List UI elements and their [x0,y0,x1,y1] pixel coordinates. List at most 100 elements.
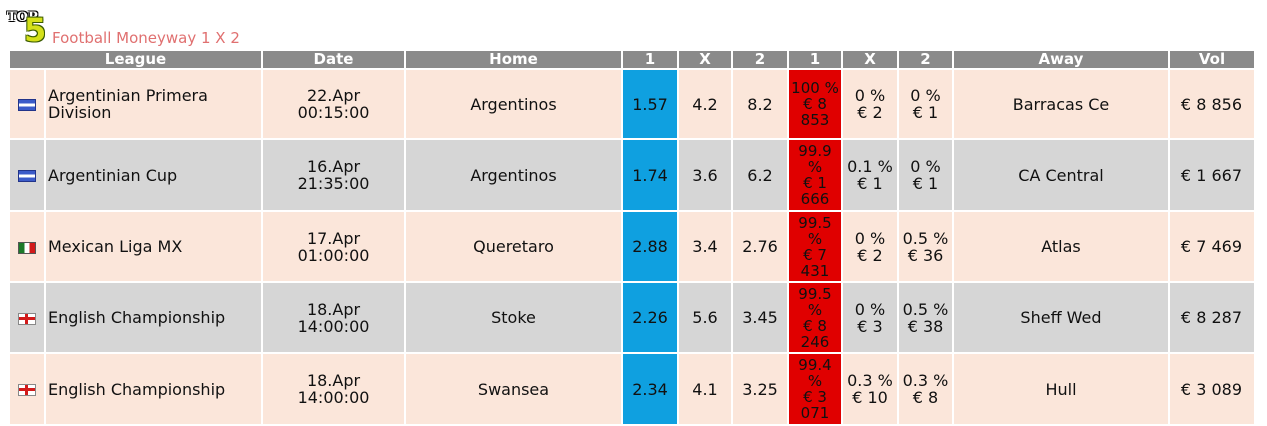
england-flag-icon [18,312,36,325]
odds-2-cell[interactable]: 3.25 [731,352,789,426]
money-2-cell: 0 % € 1 [897,138,954,212]
odds-1-cell[interactable]: 2.26 [621,281,679,354]
away-team-cell[interactable]: Sheff Wed [952,281,1170,354]
money-2-amount: € 36 [907,245,944,265]
date-text: 17.Apr [306,228,361,248]
col-header-away[interactable]: Away [952,49,1170,70]
table-header-row: League Date Home 1 X 2 1 X 2 Away Vol [8,49,1256,70]
odds-2-cell[interactable]: 3.45 [731,281,789,354]
time-text: 21:35:00 [297,174,370,193]
table-row[interactable]: Argentinian Cup 16.Apr 21:35:00 Argentinos 1… [8,138,1256,212]
money-x-percent: 0 % [854,228,886,248]
money-2-cell: 0.5 % € 38 [897,281,954,354]
logo-five-text: 5 [24,11,47,49]
money-x-amount: € 2 [857,103,883,122]
home-team-cell[interactable]: Swansea [404,352,623,426]
odds-2-cell[interactable]: 8.2 [731,68,789,140]
home-team-cell[interactable]: Argentinos [404,138,623,212]
money-x-amount: € 3 [857,316,883,336]
league-cell[interactable]: English Championship [44,352,263,426]
money-x-amount: € 2 [857,245,883,265]
money-x-cell: 0.1 % € 1 [841,138,899,212]
away-team-cell[interactable]: Hull [952,352,1170,426]
table-row[interactable]: English Championship 18.Apr 14:00:00 Swanse… [8,352,1256,426]
money-2-amount: € 38 [907,316,944,336]
col-header-date[interactable]: Date [261,49,406,70]
home-team-cell[interactable]: Queretaro [404,210,623,283]
date-cell: 17.Apr 01:00:00 [261,210,406,283]
odds-x-cell[interactable]: 5.6 [677,281,733,354]
league-cell[interactable]: Mexican Liga MX [44,210,263,283]
col-header-money-2[interactable]: 2 [897,49,954,70]
money-2-percent: 0 % [910,157,941,176]
money-2-percent: 0.5 % [902,299,949,319]
league-cell[interactable]: English Championship [44,281,263,354]
league-cell[interactable]: Argentinian Cup [44,138,263,212]
top5-logo: TOP 5 [7,8,49,48]
money-2-cell: 0.5 % € 36 [897,210,954,283]
volume-cell: € 1 667 [1168,138,1256,212]
table-row[interactable]: Argentinian Primera Division 22.Apr 00:15:… [8,68,1256,140]
volume-cell: € 3 089 [1168,352,1256,426]
home-team-cell[interactable]: Stoke [404,281,623,354]
money-2-cell: 0 % € 1 [897,68,954,140]
away-team-cell[interactable]: Atlas [952,210,1170,283]
date-text: 18.Apr [306,299,361,319]
flag-cell [8,210,46,283]
away-team-cell[interactable]: Barracas Ce [952,68,1170,140]
flag-cell [8,138,46,212]
col-header-money-1[interactable]: 1 [787,49,843,70]
table-row[interactable]: Mexican Liga MX 17.Apr 01:00:00 Queretaro 2.… [8,210,1256,283]
odds-1-cell[interactable]: 2.88 [621,210,679,283]
time-text: 14:00:00 [297,316,370,336]
league-cell[interactable]: Argentinian Primera Division [44,68,263,140]
time-text: 00:15:00 [297,103,370,122]
date-cell: 22.Apr 00:15:00 [261,68,406,140]
moneyway-table: League Date Home 1 X 2 1 X 2 Away Vol Ar… [8,49,1256,426]
money-1-cell: 99.9 % € 1 666 [787,138,843,212]
logo-top-text: TOP [7,10,38,25]
money-1-cell: 99.5 % € 8 246 [787,281,843,354]
volume-cell: € 8 287 [1168,281,1256,354]
flag-cell [8,352,46,426]
odds-1-cell[interactable]: 1.57 [621,68,679,140]
england-flag-icon [18,384,36,396]
col-header-odds-x[interactable]: X [677,49,733,70]
home-team-cell[interactable]: Argentinos [404,68,623,140]
money-2-amount: € 8 [912,388,939,407]
date-text: 18.Apr [306,371,361,390]
money-x-amount: € 1 [857,174,883,193]
money-2-percent: 0.3 % [902,371,949,390]
col-header-league[interactable]: League [8,49,263,70]
odds-2-cell[interactable]: 6.2 [731,138,789,212]
odds-2-cell[interactable]: 2.76 [731,210,789,283]
money-x-cell: 0 % € 3 [841,281,899,354]
col-header-home[interactable]: Home [404,49,623,70]
table-row[interactable]: English Championship 18.Apr 14:00:00 Stoke 2… [8,281,1256,354]
money-1-percent: 99.4 % [798,356,832,390]
flag-cell [8,281,46,354]
col-header-vol[interactable]: Vol [1168,49,1256,70]
col-header-odds-2[interactable]: 2 [731,49,789,70]
odds-1-cell[interactable]: 1.74 [621,138,679,212]
odds-x-cell[interactable]: 4.1 [677,352,733,426]
odds-1-cell[interactable]: 2.34 [621,352,679,426]
volume-cell: € 8 856 [1168,68,1256,140]
away-team-cell[interactable]: CA Central [952,138,1170,212]
odds-x-cell[interactable]: 3.4 [677,210,733,283]
money-x-percent: 0.3 % [847,371,893,390]
money-1-percent: 99.5 % [798,284,832,319]
col-header-money-x[interactable]: X [841,49,899,70]
odds-x-cell[interactable]: 3.6 [677,138,733,212]
money-x-cell: 0 % € 2 [841,210,899,283]
money-1-cell: 100 % € 8 853 [787,68,843,140]
money-1-percent: 100 % [791,79,839,97]
flag-cell [8,68,46,140]
money-1-amount: € 8 853 [800,95,830,129]
money-2-cell: 0.3 % € 8 [897,352,954,426]
money-x-cell: 0 % € 2 [841,68,899,140]
col-header-odds-1[interactable]: 1 [621,49,679,70]
odds-x-cell[interactable]: 4.2 [677,68,733,140]
date-text: 22.Apr [306,86,361,105]
money-1-amount: € 8 246 [800,316,830,351]
